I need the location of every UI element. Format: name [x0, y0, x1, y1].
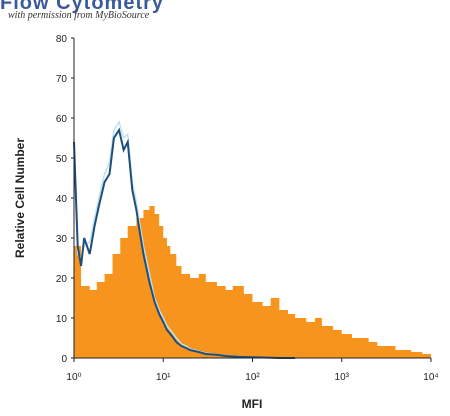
histogram-line-series-1: [73, 127, 296, 359]
x-tick-label: 10²: [245, 372, 260, 383]
y-tick-label: 10: [56, 314, 68, 325]
x-tick-label: 10³: [335, 372, 350, 383]
x-axis-title: MFI: [242, 397, 263, 411]
chart-title: Flow Cytometry: [0, 0, 165, 14]
y-tick-label: 40: [56, 194, 68, 205]
y-tick-label: 30: [56, 234, 68, 245]
x-tick-label: 10⁰: [66, 372, 81, 383]
histogram-fill-series-0: [74, 206, 431, 358]
x-tick-label: 10¹: [156, 372, 171, 383]
y-axis-title: Relative Cell Number: [13, 138, 27, 258]
y-tick-label: 50: [56, 154, 68, 165]
watermark-text: with permission from MyBioSource: [8, 10, 150, 21]
y-tick-label: 0: [61, 354, 67, 365]
y-tick-label: 60: [56, 114, 68, 125]
y-tick-label: 20: [56, 274, 68, 285]
y-tick-label: 70: [56, 74, 68, 85]
x-tick-label: 10⁴: [423, 372, 438, 383]
y-tick-label: 80: [56, 34, 68, 45]
